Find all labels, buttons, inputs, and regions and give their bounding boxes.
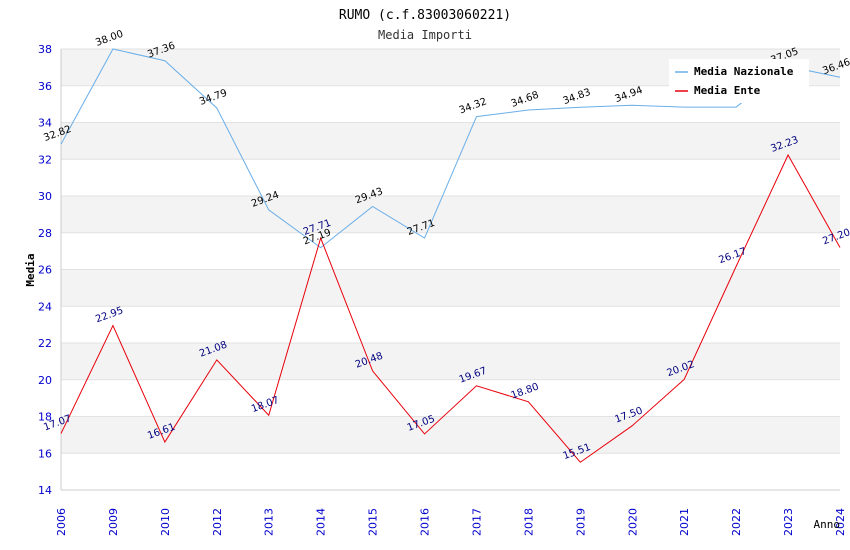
y-tick-label: 30 bbox=[38, 190, 52, 203]
y-tick-label: 20 bbox=[38, 374, 52, 387]
y-tick-label: 36 bbox=[38, 80, 52, 93]
legend-background bbox=[669, 59, 809, 103]
y-tick-label: 34 bbox=[38, 117, 52, 130]
x-tick-label: 2017 bbox=[470, 508, 483, 536]
x-tick-label: 2024 bbox=[834, 508, 847, 536]
y-tick-label: 22 bbox=[38, 337, 52, 350]
x-axis: 2006 2009 2010 2012 2013 2014 2015 2016 2017 2018… bbox=[55, 508, 847, 536]
y-tick-label: 16 bbox=[38, 447, 52, 460]
x-tick-label: 2013 bbox=[263, 508, 276, 536]
x-axis-title: Anno bbox=[814, 518, 841, 531]
x-tick-label: 2014 bbox=[315, 508, 328, 536]
x-tick-label: 2022 bbox=[730, 508, 743, 536]
y-tick-label: 28 bbox=[38, 227, 52, 240]
x-tick-label: 2016 bbox=[419, 508, 432, 536]
series-line-media-nazionale bbox=[60, 48, 841, 249]
legend: Media Nazionale Media Ente bbox=[669, 59, 809, 103]
x-tick-label: 2020 bbox=[626, 508, 639, 536]
series-lines bbox=[60, 48, 841, 463]
y-axis-title: Media bbox=[24, 253, 37, 286]
plot-band bbox=[61, 196, 840, 233]
x-tick-label: 2012 bbox=[211, 508, 224, 536]
chart-title: RUMO (c.f.83003060221) bbox=[339, 8, 511, 23]
series-line-media-ente bbox=[60, 153, 841, 463]
x-tick-label: 2006 bbox=[55, 508, 68, 536]
chart-subtitle: Media Importi bbox=[378, 28, 472, 42]
legend-label-media-nazionale: Media Nazionale bbox=[694, 65, 794, 78]
y-tick-label: 14 bbox=[38, 484, 52, 497]
x-tick-label: 2019 bbox=[574, 508, 587, 536]
x-tick-label: 2010 bbox=[159, 508, 172, 536]
y-tick-label: 24 bbox=[38, 300, 52, 313]
data-label: 38.00 bbox=[94, 29, 125, 49]
y-tick-label: 18 bbox=[38, 411, 52, 424]
plot-band bbox=[61, 379, 840, 417]
x-tick-label: 2009 bbox=[107, 508, 120, 536]
y-tick-label: 38 bbox=[38, 43, 52, 56]
y-tick-label: 26 bbox=[38, 264, 52, 277]
x-tick-label: 2018 bbox=[522, 508, 535, 536]
x-tick-label: 2023 bbox=[782, 508, 795, 536]
legend-label-media-ente: Media Ente bbox=[694, 84, 761, 97]
x-tick-label: 2015 bbox=[367, 508, 380, 536]
plot-background-bands bbox=[60, 48, 840, 491]
plot-band bbox=[61, 343, 840, 380]
plot-band bbox=[61, 453, 840, 490]
y-axis: 14 16 18 20 22 24 26 28 30 32 34 36 38 bbox=[38, 43, 52, 497]
y-tick-label: 32 bbox=[38, 153, 52, 166]
x-tick-label: 2021 bbox=[678, 508, 691, 536]
plot-band bbox=[61, 306, 840, 343]
plot-band bbox=[61, 416, 840, 454]
plot-band bbox=[61, 232, 840, 270]
plot-band bbox=[61, 122, 840, 160]
plot-band bbox=[61, 269, 840, 307]
